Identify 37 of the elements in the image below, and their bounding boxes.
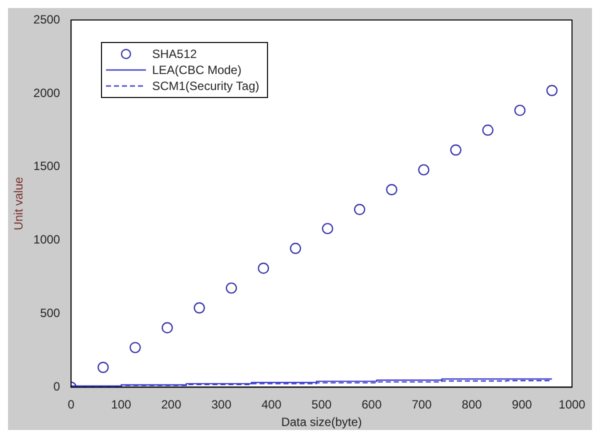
point: [354, 204, 366, 216]
point: [386, 184, 398, 196]
y-tick-label: 2000: [33, 86, 60, 100]
point: [98, 362, 109, 373]
point: [258, 262, 270, 274]
x-tick-label: 700: [412, 398, 432, 412]
x-tick-label: 400: [261, 398, 282, 412]
point: [546, 84, 558, 96]
x-tick-label: 900: [512, 398, 532, 412]
point: [482, 124, 494, 136]
x-tick-label: 800: [462, 398, 482, 412]
x-tick-label: 300: [211, 398, 232, 412]
legend-label: SCM1(Security Tag): [152, 78, 260, 94]
x-axis-title: Data size(byte): [281, 415, 362, 430]
y-tick-label: 1000: [33, 232, 60, 247]
point: [226, 282, 237, 294]
x-tick-label: 200: [161, 398, 182, 412]
legend-label: LEA(CBC Mode): [152, 62, 242, 78]
point: [130, 342, 141, 354]
y-tick-label: 500: [40, 306, 60, 320]
point: [418, 164, 430, 176]
point: [322, 222, 334, 234]
point: [194, 302, 205, 314]
point: [162, 322, 173, 334]
y-tick-label: 2500: [33, 12, 60, 26]
x-tick-label: 600: [362, 398, 382, 412]
y-axis-title: Unit value: [12, 176, 26, 230]
point: [514, 104, 526, 116]
x-tick-label: 100: [111, 398, 132, 412]
x-tick-label: 1000: [558, 398, 586, 412]
point: [290, 242, 302, 254]
x-tick-label: 0: [68, 398, 75, 412]
y-tick-label: 1500: [33, 159, 60, 174]
legend-label: SHA512: [152, 46, 197, 62]
y-tick-label: 0: [53, 380, 60, 394]
point: [450, 144, 462, 156]
x-tick-label: 500: [312, 398, 332, 412]
